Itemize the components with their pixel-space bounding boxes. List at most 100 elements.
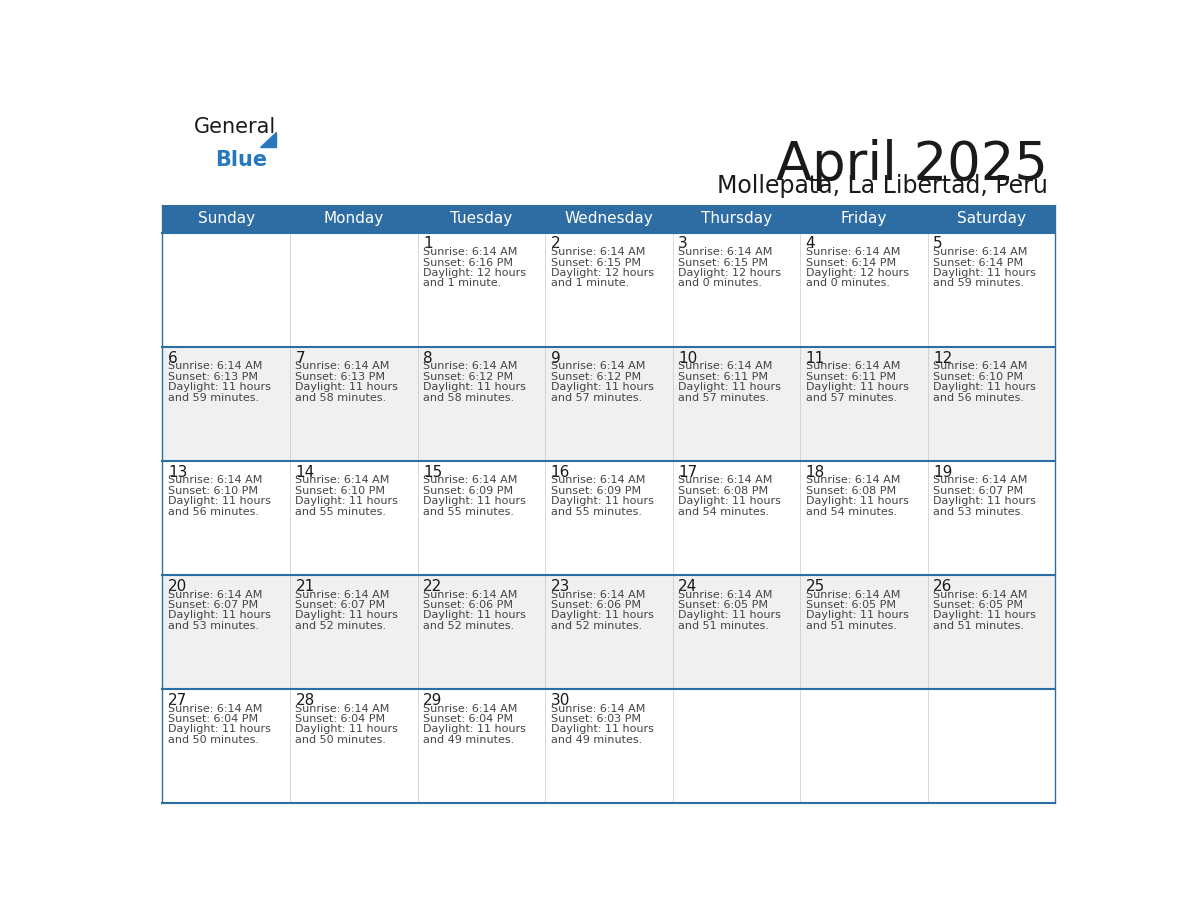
Text: Sunset: 6:13 PM: Sunset: 6:13 PM [168,372,258,382]
Text: Sunrise: 6:14 AM: Sunrise: 6:14 AM [933,589,1028,599]
Polygon shape [260,131,276,147]
Text: Sunrise: 6:14 AM: Sunrise: 6:14 AM [296,589,390,599]
Text: Sunrise: 6:14 AM: Sunrise: 6:14 AM [678,362,772,372]
Text: April 2025: April 2025 [776,140,1048,192]
Text: Sunset: 6:06 PM: Sunset: 6:06 PM [423,600,513,610]
Text: Daylight: 11 hours: Daylight: 11 hours [933,610,1036,621]
Text: Daylight: 11 hours: Daylight: 11 hours [933,497,1036,506]
Text: Sunset: 6:06 PM: Sunset: 6:06 PM [550,600,640,610]
Bar [672,575,801,689]
Bar [672,347,801,461]
Text: Daylight: 12 hours: Daylight: 12 hours [805,268,909,278]
Text: Daylight: 12 hours: Daylight: 12 hours [550,268,653,278]
Text: Sunrise: 6:14 AM: Sunrise: 6:14 AM [550,476,645,486]
Text: and 58 minutes.: and 58 minutes. [296,393,386,402]
Text: Daylight: 11 hours: Daylight: 11 hours [296,382,398,392]
Text: 23: 23 [550,578,570,594]
Text: Sunset: 6:04 PM: Sunset: 6:04 PM [423,714,513,724]
Text: and 59 minutes.: and 59 minutes. [933,278,1024,288]
Text: Sunset: 6:15 PM: Sunset: 6:15 PM [678,258,769,268]
Text: 22: 22 [423,578,442,594]
Bar [417,575,545,689]
Bar [163,575,290,689]
Text: and 56 minutes.: and 56 minutes. [168,507,259,517]
Text: Sunrise: 6:14 AM: Sunrise: 6:14 AM [550,247,645,257]
Text: Sunset: 6:07 PM: Sunset: 6:07 PM [933,486,1023,496]
Text: Sunrise: 6:14 AM: Sunrise: 6:14 AM [805,362,901,372]
Text: 8: 8 [423,351,432,365]
Text: 5: 5 [933,237,943,252]
Text: and 0 minutes.: and 0 minutes. [678,278,762,288]
Text: Daylight: 11 hours: Daylight: 11 hours [168,497,271,506]
Text: Daylight: 11 hours: Daylight: 11 hours [550,610,653,621]
Bar [672,461,801,575]
Text: Daylight: 11 hours: Daylight: 11 hours [678,610,781,621]
Text: Sunrise: 6:14 AM: Sunrise: 6:14 AM [168,589,263,599]
Text: Sunrise: 6:14 AM: Sunrise: 6:14 AM [168,704,263,713]
Bar [163,347,290,461]
Bar [290,575,417,689]
Text: and 54 minutes.: and 54 minutes. [678,507,769,517]
Bar [290,347,417,461]
Text: Daylight: 12 hours: Daylight: 12 hours [423,268,526,278]
Text: Daylight: 11 hours: Daylight: 11 hours [168,724,271,734]
Text: Sunrise: 6:14 AM: Sunrise: 6:14 AM [805,476,901,486]
Text: 14: 14 [296,465,315,480]
Text: Sunrise: 6:14 AM: Sunrise: 6:14 AM [423,704,517,713]
Text: 15: 15 [423,465,442,480]
Bar [545,347,672,461]
Text: Sunrise: 6:14 AM: Sunrise: 6:14 AM [933,362,1028,372]
Text: Daylight: 11 hours: Daylight: 11 hours [805,497,909,506]
Text: and 51 minutes.: and 51 minutes. [933,621,1024,631]
Bar [163,689,290,803]
Text: Sunset: 6:11 PM: Sunset: 6:11 PM [805,372,896,382]
Text: Sunset: 6:14 PM: Sunset: 6:14 PM [805,258,896,268]
Text: 12: 12 [933,351,953,365]
Text: and 50 minutes.: and 50 minutes. [296,735,386,744]
Text: Sunset: 6:04 PM: Sunset: 6:04 PM [168,714,258,724]
Text: Sunset: 6:04 PM: Sunset: 6:04 PM [296,714,386,724]
Bar [545,575,672,689]
Text: Daylight: 11 hours: Daylight: 11 hours [423,497,526,506]
Text: Friday: Friday [841,211,887,226]
Bar [801,575,928,689]
Text: 11: 11 [805,351,824,365]
Text: and 49 minutes.: and 49 minutes. [550,735,642,744]
Bar [801,689,928,803]
Text: and 57 minutes.: and 57 minutes. [678,393,769,402]
Text: Sunrise: 6:14 AM: Sunrise: 6:14 AM [296,704,390,713]
Text: Daylight: 11 hours: Daylight: 11 hours [168,610,271,621]
Text: Sunrise: 6:14 AM: Sunrise: 6:14 AM [678,247,772,257]
Text: Sunrise: 6:14 AM: Sunrise: 6:14 AM [805,589,901,599]
Text: Sunrise: 6:14 AM: Sunrise: 6:14 AM [933,247,1028,257]
Text: and 55 minutes.: and 55 minutes. [423,507,514,517]
Text: Monday: Monday [323,211,384,226]
Text: Sunset: 6:16 PM: Sunset: 6:16 PM [423,258,513,268]
Text: Daylight: 11 hours: Daylight: 11 hours [296,610,398,621]
Text: Sunset: 6:12 PM: Sunset: 6:12 PM [423,372,513,382]
Text: Daylight: 11 hours: Daylight: 11 hours [933,268,1036,278]
Text: and 49 minutes.: and 49 minutes. [423,735,514,744]
Bar [928,461,1055,575]
Text: Daylight: 12 hours: Daylight: 12 hours [678,268,781,278]
Text: Sunset: 6:05 PM: Sunset: 6:05 PM [678,600,769,610]
Bar [672,232,801,347]
Text: Sunrise: 6:14 AM: Sunrise: 6:14 AM [550,589,645,599]
Text: Sunrise: 6:14 AM: Sunrise: 6:14 AM [805,247,901,257]
Text: Sunset: 6:08 PM: Sunset: 6:08 PM [805,486,896,496]
Text: Daylight: 11 hours: Daylight: 11 hours [678,497,781,506]
Text: 1: 1 [423,237,432,252]
Bar [290,689,417,803]
Text: 18: 18 [805,465,824,480]
Text: 7: 7 [296,351,305,365]
Bar [801,232,928,347]
Bar [163,232,290,347]
Text: and 57 minutes.: and 57 minutes. [550,393,642,402]
Text: Sunrise: 6:14 AM: Sunrise: 6:14 AM [423,362,517,372]
Text: Daylight: 11 hours: Daylight: 11 hours [805,610,909,621]
Bar [417,689,545,803]
Text: 26: 26 [933,578,953,594]
Text: and 55 minutes.: and 55 minutes. [296,507,386,517]
Text: Daylight: 11 hours: Daylight: 11 hours [296,724,398,734]
Bar [928,347,1055,461]
